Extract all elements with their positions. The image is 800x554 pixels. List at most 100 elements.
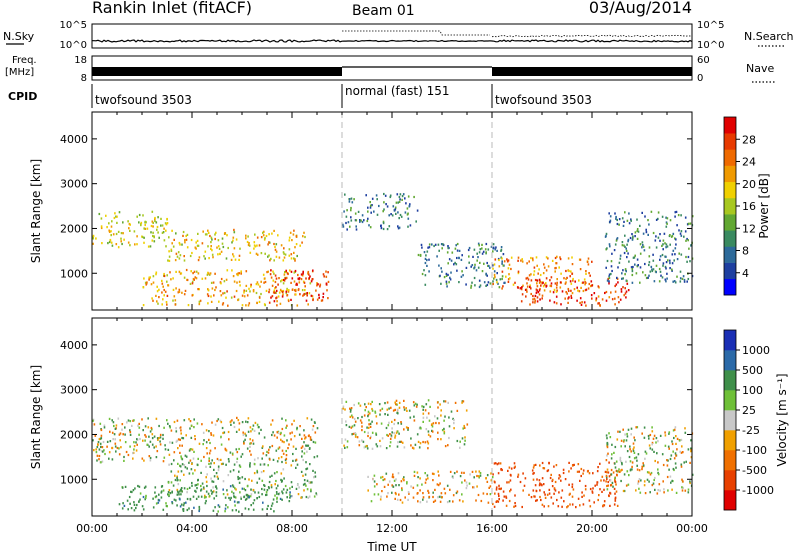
echo-cell (397, 441, 399, 444)
echo-cell (476, 474, 478, 478)
echo-cell (535, 490, 538, 493)
echo-cell (631, 281, 634, 284)
power-x-ticks (91, 112, 693, 310)
echo-cell (310, 438, 313, 441)
echo-cell (494, 276, 496, 279)
echo-cell (157, 302, 159, 305)
echo-cell (114, 212, 116, 215)
echo-cell (210, 281, 213, 284)
echo-cell (554, 489, 557, 492)
echo-cell (625, 247, 627, 250)
echo-cell (375, 415, 378, 418)
echo-cell (247, 430, 250, 433)
echo-cell (238, 428, 240, 431)
echo-cell (529, 284, 531, 287)
echo-cell (215, 485, 217, 488)
echo-cell (687, 255, 690, 259)
echo-cell (478, 244, 480, 247)
echo-cell (471, 281, 473, 284)
echo-cell (223, 280, 226, 283)
echo-cell (579, 301, 581, 304)
echo-cell (121, 242, 123, 246)
echo-cell (225, 449, 228, 452)
echo-cell (123, 455, 125, 459)
echo-cell (426, 264, 428, 267)
echo-cell (346, 228, 348, 231)
echo-cell (614, 303, 616, 306)
echo-cell (630, 266, 633, 269)
echo-cell (475, 269, 478, 272)
colorbar-tick-label: 24 (742, 156, 756, 169)
echo-cell (192, 272, 194, 275)
echo-cell (456, 409, 459, 412)
echo-cell (311, 481, 313, 484)
echo-cell (180, 455, 182, 458)
echo-cell (94, 434, 97, 437)
echo-cell (161, 282, 164, 285)
echo-cell (670, 235, 673, 238)
echo-cell (297, 288, 300, 292)
echo-cell (417, 492, 419, 495)
echo-cell (367, 434, 369, 438)
echo-cell (625, 460, 627, 463)
echo-cell (417, 476, 419, 479)
echo-cell (398, 226, 401, 229)
echo-cell (683, 235, 685, 238)
echo-cell (221, 426, 224, 430)
echo-cell (581, 301, 583, 304)
echo-cell (481, 252, 484, 255)
echo-cell (570, 294, 572, 297)
echo-cell (625, 439, 628, 442)
echo-cell (625, 290, 628, 293)
echo-cell (431, 423, 433, 426)
echo-cell (180, 493, 182, 496)
echo-cell (268, 487, 270, 490)
echo-cell (456, 470, 458, 473)
echo-cell (236, 273, 238, 276)
echo-cell (655, 246, 658, 249)
echo-cell (302, 270, 304, 273)
echo-cell (582, 469, 585, 472)
echo-cell (133, 419, 135, 422)
echo-cell (367, 489, 369, 492)
echo-cell (238, 272, 241, 275)
echo-cell (476, 252, 478, 255)
echo-cell (626, 470, 629, 473)
echo-cell (168, 493, 170, 496)
echo-cell (167, 493, 169, 496)
echo-cell (550, 276, 553, 279)
echo-cell (289, 496, 291, 499)
echo-cell (648, 261, 651, 264)
echo-cell (594, 484, 596, 487)
echo-cell (270, 296, 272, 299)
echo-cell (394, 436, 396, 439)
echo-cell (499, 278, 502, 281)
echo-cell (538, 484, 541, 487)
echo-cell (165, 502, 167, 505)
echo-cell (129, 223, 131, 226)
echo-cell (605, 299, 608, 302)
echo-cell (166, 222, 169, 225)
echo-cell (202, 431, 205, 434)
echo-cell (358, 440, 361, 443)
echo-cell (164, 222, 167, 225)
echo-cell (401, 487, 403, 490)
echo-cell (345, 420, 347, 423)
echo-cell (100, 434, 103, 437)
echo-cell (648, 223, 650, 226)
echo-cell (514, 494, 516, 497)
echo-cell (181, 463, 184, 466)
echo-cell (300, 470, 303, 473)
echo-cell (354, 432, 357, 435)
echo-cell (281, 449, 284, 452)
echo-cell (672, 467, 675, 471)
echo-cell (535, 256, 538, 259)
echo-cell (605, 434, 608, 437)
echo-cell (367, 431, 369, 434)
echo-cell (369, 425, 372, 428)
echo-cell (641, 211, 643, 214)
echo-cell (397, 211, 399, 214)
echo-cell (526, 262, 528, 265)
echo-cell (580, 303, 583, 306)
echo-cell (661, 215, 664, 218)
